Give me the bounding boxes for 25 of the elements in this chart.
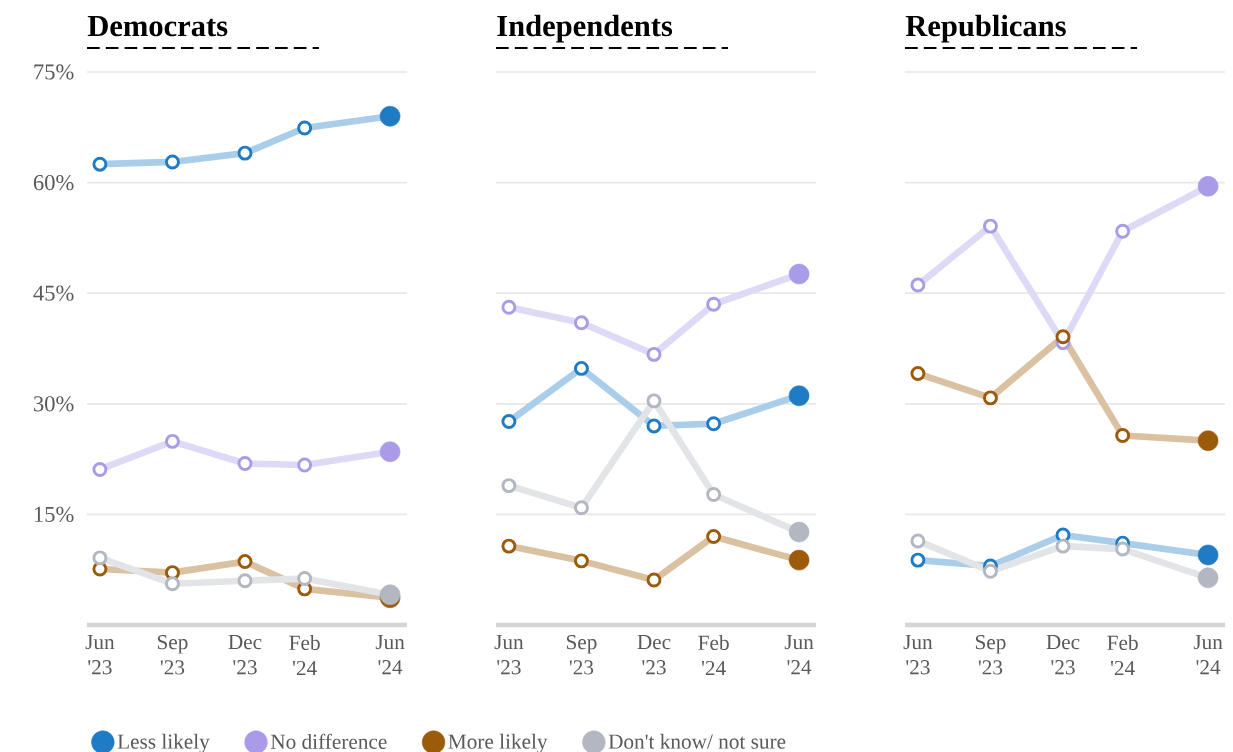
legend-label: No difference	[270, 733, 387, 749]
x-tick-label: Dec '23	[228, 635, 262, 675]
x-tick-label: Dec '23	[637, 635, 671, 675]
y-tick-label: 45%	[33, 285, 74, 301]
x-tick-label: Jun '24	[375, 635, 405, 675]
x-tick-label: Dec '23	[1046, 635, 1080, 675]
x-tick-label: Sep '23	[975, 635, 1006, 675]
x-tick-label: Sep '23	[566, 635, 597, 675]
x-tick-label: Jun '23	[903, 635, 933, 675]
chart-title: Democrats	[87, 15, 228, 37]
x-tick-label: Jun '23	[494, 635, 524, 675]
x-tick-label: Jun '23	[85, 635, 115, 675]
x-tick-label: Jun '24	[784, 635, 814, 675]
chart-title: Independents	[497, 14, 673, 43]
chart-title: Republicans	[905, 14, 1066, 43]
x-tick-label: Feb '24	[698, 635, 729, 676]
y-tick-label: 15%	[34, 506, 74, 523]
x-tick-label: Feb '24	[1107, 635, 1138, 676]
y-tick-label: 30%	[34, 396, 74, 412]
legend-label: Don't know/ not sure	[608, 733, 786, 749]
x-tick-label: Feb '24	[289, 635, 320, 676]
y-tick-label: 60%	[33, 174, 74, 191]
x-tick-label: Jun '24	[1193, 635, 1223, 675]
y-tick-label: 75%	[34, 64, 74, 80]
x-tick-label: Sep '23	[157, 635, 188, 675]
